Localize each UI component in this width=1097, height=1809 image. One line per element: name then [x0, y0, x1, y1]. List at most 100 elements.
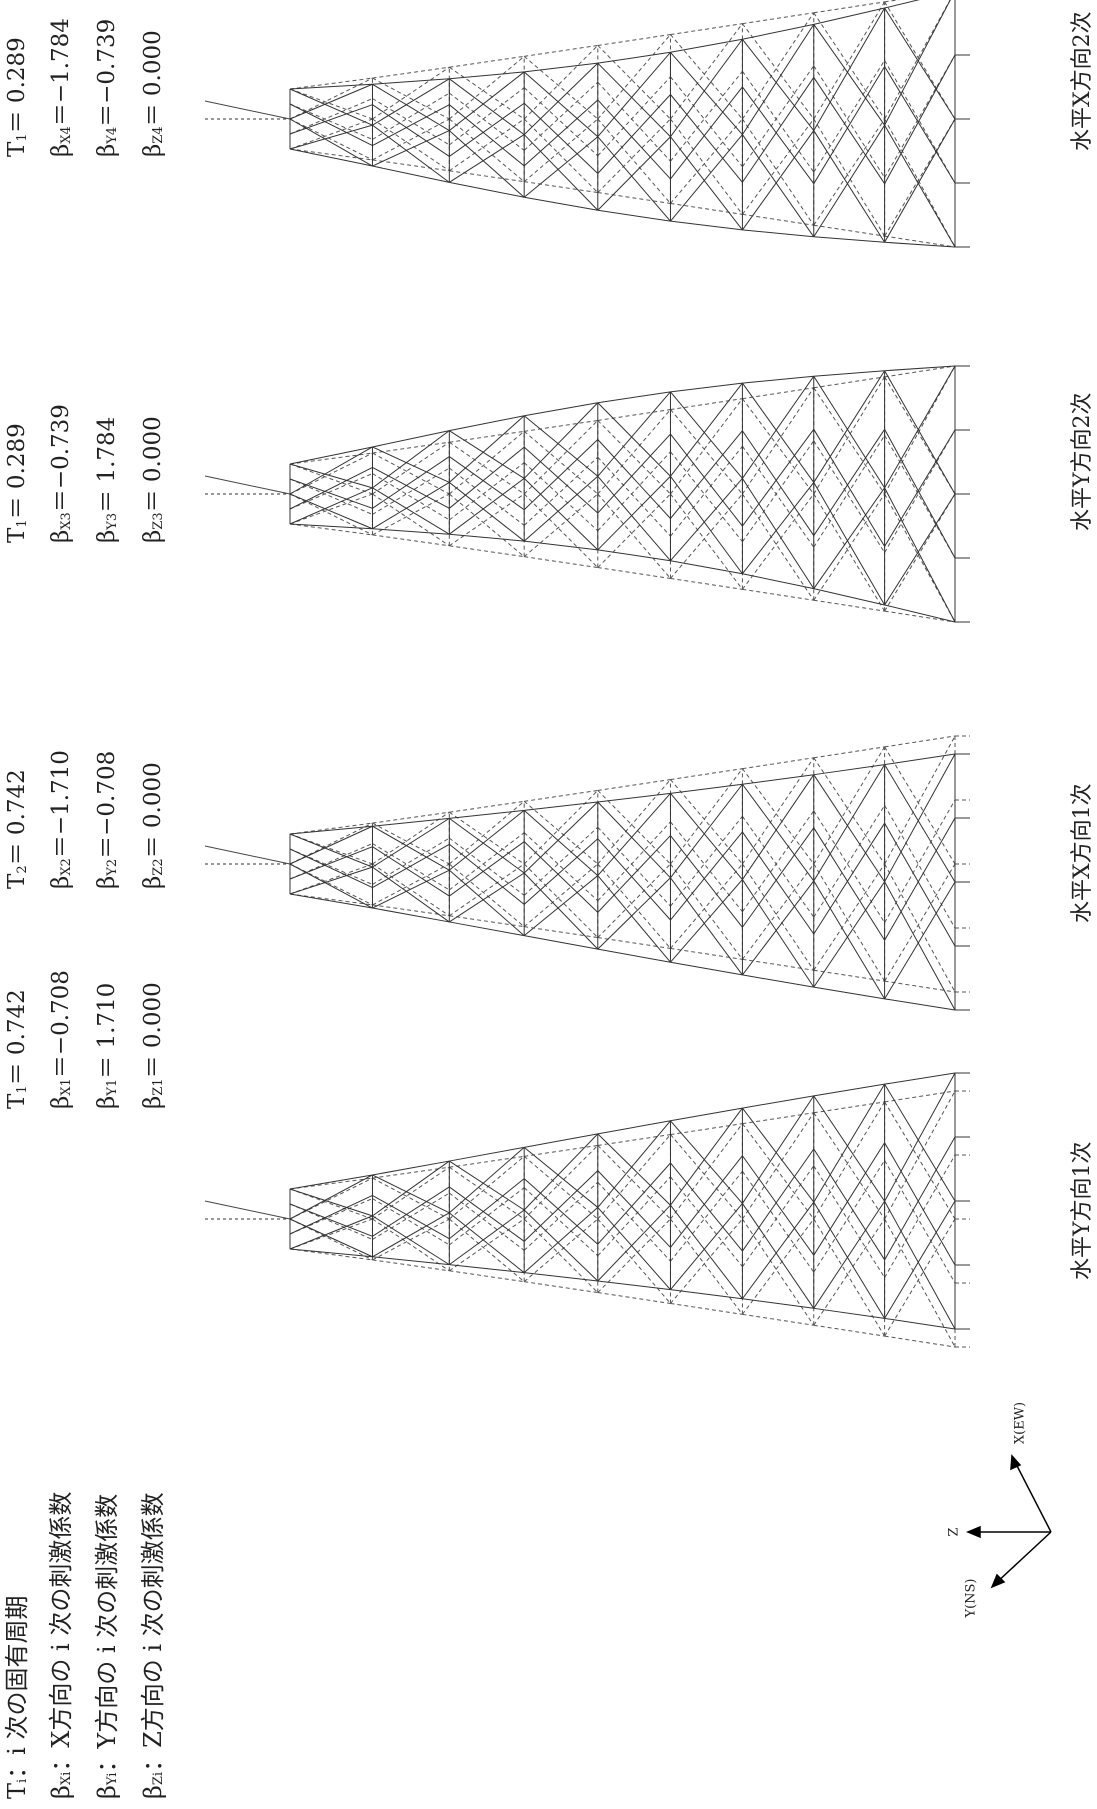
member	[597, 391, 671, 477]
member	[813, 1095, 886, 1202]
member	[597, 877, 671, 950]
member	[884, 1, 956, 120]
entry-text: ＝ 0.289	[4, 423, 30, 519]
member	[372, 528, 450, 535]
member	[884, 235, 956, 248]
member	[597, 549, 671, 562]
member	[372, 837, 450, 885]
member	[449, 92, 525, 151]
member	[742, 1313, 814, 1326]
member	[741, 493, 815, 601]
member	[813, 224, 885, 237]
member	[523, 462, 599, 532]
member	[741, 118, 815, 226]
member	[597, 792, 671, 803]
member	[670, 94, 743, 183]
member	[670, 835, 743, 928]
member	[523, 402, 599, 479]
member	[670, 134, 743, 222]
member	[670, 478, 743, 562]
member	[742, 23, 815, 120]
member	[372, 118, 450, 161]
member	[597, 863, 671, 938]
member	[372, 446, 450, 483]
entry-text: ＝−1.784	[48, 18, 74, 126]
member	[372, 817, 450, 868]
member	[289, 118, 373, 150]
axis-label: Y(NS)	[964, 1578, 979, 1618]
member	[523, 134, 599, 211]
member	[448, 869, 525, 937]
member	[289, 446, 373, 495]
member	[597, 475, 671, 562]
member	[523, 430, 599, 495]
member	[742, 23, 814, 40]
member	[597, 51, 671, 138]
member	[670, 1107, 743, 1206]
symbol: β	[94, 1096, 120, 1109]
member	[597, 1134, 671, 1146]
member	[448, 863, 525, 928]
member	[523, 456, 599, 526]
member	[597, 409, 671, 421]
member	[372, 1166, 450, 1179]
member	[742, 1123, 815, 1220]
member	[597, 51, 671, 64]
member	[449, 456, 525, 511]
member	[884, 365, 956, 378]
member	[289, 833, 373, 868]
member	[289, 83, 373, 90]
member	[670, 1302, 743, 1315]
member	[813, 1218, 886, 1326]
member	[813, 805, 886, 918]
member	[289, 1215, 373, 1250]
member	[670, 1107, 743, 1122]
member	[449, 430, 525, 443]
member	[884, 764, 956, 883]
member	[523, 841, 599, 913]
entry-text: ：X方向の i 次の刺激係数	[47, 1492, 75, 1772]
entry-text: ＝ 0.000	[140, 30, 166, 126]
member	[524, 1272, 598, 1282]
member	[523, 1145, 599, 1220]
member	[597, 948, 671, 963]
member	[597, 567, 671, 579]
member	[741, 24, 815, 135]
member	[289, 148, 373, 161]
member	[884, 60, 956, 184]
member	[670, 23, 743, 120]
member	[372, 1160, 450, 1217]
member	[670, 768, 743, 781]
member	[742, 1107, 815, 1203]
mode-parameter: βX3＝−0.739	[48, 404, 74, 543]
subscript: Yi	[105, 1773, 120, 1787]
member	[597, 420, 671, 495]
member	[742, 71, 815, 173]
member	[448, 1155, 525, 1220]
symbol: β	[139, 1785, 167, 1799]
member	[597, 192, 671, 204]
member	[884, 735, 956, 748]
arrowhead	[990, 1573, 1006, 1589]
member	[289, 452, 373, 465]
member	[372, 825, 450, 871]
member	[670, 863, 743, 960]
member	[289, 478, 373, 515]
member	[449, 863, 525, 917]
member	[449, 467, 525, 526]
member	[742, 429, 815, 527]
entry-text: ＝ 0.289	[4, 37, 30, 133]
member	[742, 134, 815, 238]
member	[372, 1198, 450, 1246]
symbol: β	[94, 876, 120, 889]
member	[813, 1165, 886, 1278]
member	[523, 1170, 599, 1242]
member	[597, 99, 671, 180]
member	[813, 370, 886, 483]
member	[289, 1194, 373, 1235]
entry-text: ：i 次の固有周期	[3, 1596, 31, 1779]
member	[813, 746, 885, 759]
member	[813, 77, 886, 184]
member	[741, 879, 815, 988]
member	[289, 148, 373, 167]
